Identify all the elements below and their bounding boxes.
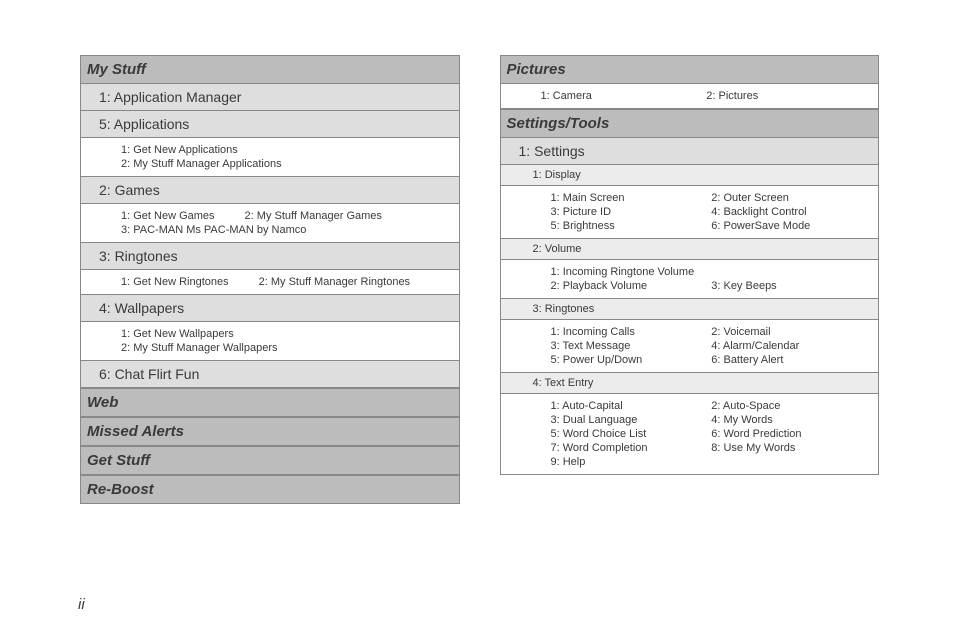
menu-item-l1: 1: Settings	[500, 138, 880, 165]
menu-subitem: 4: Backlight Control	[711, 205, 872, 219]
menu-item-l2: 1: Get New Wallpapers2: My Stuff Manager…	[80, 322, 460, 361]
menu-item-l2: 1: Get New Ringtones 2: My Stuff Manager …	[80, 270, 460, 295]
menu-subitem: 6: Word Prediction	[711, 427, 872, 441]
menu-subitem: 9: Help	[551, 455, 712, 469]
menu-item-l3: 1: Main Screen2: Outer Screen3: Picture …	[500, 186, 880, 239]
menu-item-l1: 1: Application Manager	[80, 84, 460, 111]
menu-item-l3: 1: Incoming Calls2: Voicemail3: Text Mes…	[500, 320, 880, 373]
menu-subitem: 1: Get New Applications	[121, 143, 453, 157]
menu-item-l3-header: 4: Text Entry	[500, 373, 880, 394]
menu-subitem: 1: Get New Wallpapers	[121, 327, 453, 341]
menu-item-l3: 1: Auto-Capital2: Auto-Space3: Dual Lang…	[500, 394, 880, 475]
menu-subitem: 3: Key Beeps	[711, 279, 872, 293]
menu-subitem: 3: Dual Language	[551, 413, 712, 427]
section-header: Re-Boost	[80, 475, 460, 504]
menu-subitem: 1: Get New Games	[121, 209, 215, 223]
page-number: ii	[78, 596, 85, 613]
section-header: Missed Alerts	[80, 417, 460, 446]
menu-subitem: 2: Pictures	[706, 89, 872, 103]
right-column: Pictures1: Camera2: PicturesSettings/Too…	[500, 55, 880, 504]
menu-subitem: 3: Picture ID	[551, 205, 712, 219]
section-header: Settings/Tools	[500, 109, 880, 138]
section-header: Web	[80, 388, 460, 417]
menu-subitem: 2: My Stuff Manager Games	[245, 209, 382, 223]
menu-page: My Stuff1: Application Manager5: Applica…	[0, 0, 954, 524]
menu-subitem: 8: Use My Words	[711, 441, 872, 455]
menu-subitem: 2: Auto-Space	[711, 399, 872, 413]
menu-subitem: 2: My Stuff Manager Ringtones	[259, 275, 410, 289]
menu-item-l2: 1: Get New Applications2: My Stuff Manag…	[80, 138, 460, 177]
menu-subitem: 5: Word Choice List	[551, 427, 712, 441]
menu-subitem: 3: Text Message	[551, 339, 712, 353]
menu-subitem: 1: Auto-Capital	[551, 399, 712, 413]
section-header: Get Stuff	[80, 446, 460, 475]
menu-subitem: 2: Playback Volume	[551, 279, 712, 293]
menu-item-l1: 4: Wallpapers	[80, 295, 460, 322]
menu-subitem: 1: Get New Ringtones	[121, 275, 229, 289]
left-column: My Stuff1: Application Manager5: Applica…	[80, 55, 460, 504]
menu-subitem: 1: Camera	[541, 89, 707, 103]
menu-subitem: 1: Main Screen	[551, 191, 712, 205]
menu-subitem: 2: Voicemail	[711, 325, 872, 339]
section-header: My Stuff	[80, 55, 460, 84]
menu-item-l2: 1: Camera2: Pictures	[500, 84, 880, 109]
menu-item-l2: 1: Get New Games 2: My Stuff Manager Game…	[80, 204, 460, 243]
menu-subitem: 2: My Stuff Manager Applications	[121, 157, 453, 171]
menu-item-l3: 1: Incoming Ringtone Volume2: Playback V…	[500, 260, 880, 299]
menu-subitem: 7: Word Completion	[551, 441, 712, 455]
menu-item-l3-header: 3: Ringtones	[500, 299, 880, 320]
menu-item-l1: 3: Ringtones	[80, 243, 460, 270]
menu-subitem: 3: PAC-MAN Ms PAC-MAN by Namco	[121, 223, 453, 237]
menu-subitem: 4: My Words	[711, 413, 872, 427]
menu-subitem: 1: Incoming Calls	[551, 325, 712, 339]
menu-subitem: 6: Battery Alert	[711, 353, 872, 367]
menu-subitem: 2: My Stuff Manager Wallpapers	[121, 341, 453, 355]
section-header: Pictures	[500, 55, 880, 84]
menu-item-l1: 2: Games	[80, 177, 460, 204]
menu-subitem: 5: Power Up/Down	[551, 353, 712, 367]
menu-subitem: 4: Alarm/Calendar	[711, 339, 872, 353]
menu-item-l1: 5: Applications	[80, 111, 460, 138]
menu-subitem: 5: Brightness	[551, 219, 712, 233]
menu-item-l3-header: 2: Volume	[500, 239, 880, 260]
menu-subitem: 2: Outer Screen	[711, 191, 872, 205]
menu-subitem: 1: Incoming Ringtone Volume	[551, 265, 873, 279]
menu-item-l1: 6: Chat Flirt Fun	[80, 361, 460, 388]
menu-subitem: 6: PowerSave Mode	[711, 219, 872, 233]
menu-item-l3-header: 1: Display	[500, 165, 880, 186]
